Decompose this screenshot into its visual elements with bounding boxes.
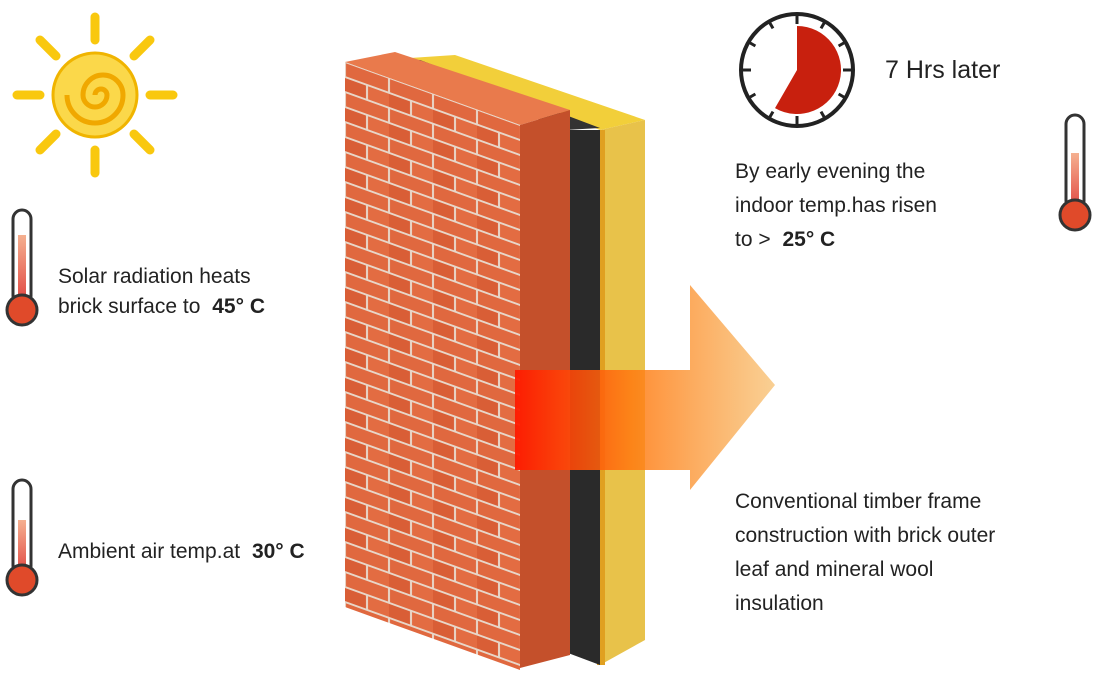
thermometer-icon [7,480,37,595]
label-emphasis: 25° C [782,228,835,251]
label-line: Conventional timber frame [735,490,981,513]
sun-icon [17,17,173,173]
wall-illustration [345,52,645,670]
clock-label: 7 Hrs later [885,56,1000,84]
diagram: Solar radiation heats brick surface to 4… [0,0,1102,681]
label-line: insulation [735,592,824,615]
label-line: Solar radiation heats [58,265,251,288]
label-line: leaf and mineral wool [735,558,933,581]
label-emphasis: 45° C [212,295,265,318]
label-line: construction with brick outer [735,524,995,547]
label-emphasis: 30° C [252,540,305,563]
label-line: to > [735,228,771,251]
label-line: brick surface to [58,295,200,318]
thermometer-icon [7,210,37,325]
clock-icon [741,14,853,126]
label-line: indoor temp.has risen [735,194,937,217]
solar-label: Solar radiation heats brick surface to 4… [58,265,265,318]
label-line: Ambient air temp.at [58,540,240,563]
label-line: By early evening the [735,160,925,183]
ambient-label: Ambient air temp.at 30° C [58,540,305,563]
evening-label: By early evening the indoor temp.has ris… [735,160,943,251]
thermometer-icon [1060,115,1090,230]
construction-label: Conventional timber frame construction w… [735,490,1001,615]
